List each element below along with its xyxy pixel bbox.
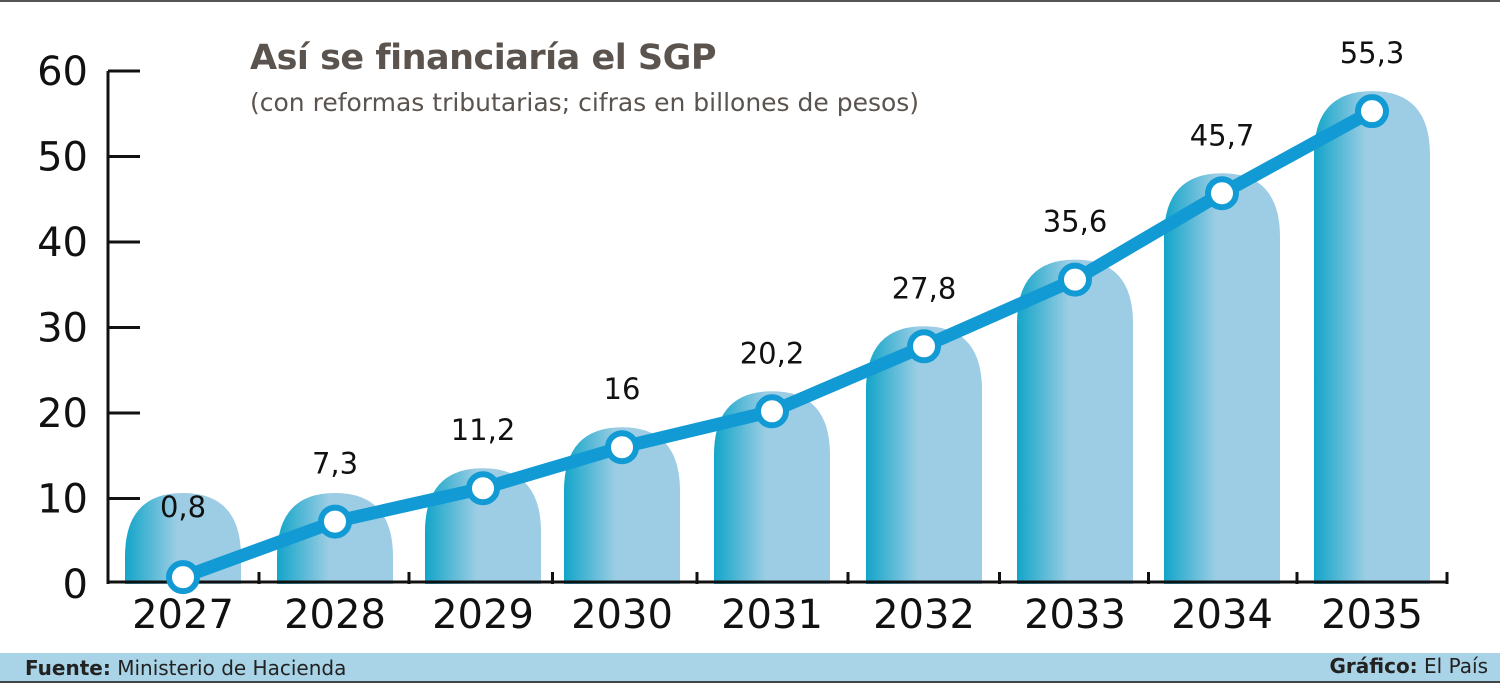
y-tick-label: 10	[37, 477, 88, 523]
x-tick-label: 2033	[1024, 592, 1126, 638]
top-border	[0, 0, 1500, 2]
data-label: 16	[604, 372, 641, 406]
data-point	[166, 560, 200, 595]
source-text: Ministerio de Hacienda	[117, 656, 347, 680]
y-tick-label: 50	[37, 135, 88, 181]
credit-text: El País	[1424, 654, 1488, 678]
data-label: 7,3	[312, 447, 358, 481]
y-tick-label: 20	[37, 391, 88, 437]
data-point	[318, 504, 352, 539]
bar	[1017, 259, 1133, 584]
y-tick-label: 60	[37, 49, 88, 95]
x-tick-label: 2034	[1171, 592, 1273, 638]
x-tick-label: 2028	[284, 592, 386, 638]
x-tick-label: 2031	[721, 592, 823, 638]
data-point	[755, 394, 789, 429]
credit-label: Gráfico:	[1329, 654, 1418, 678]
source-note: Fuente: Ministerio de Hacienda	[25, 656, 346, 680]
data-point	[907, 329, 941, 364]
bar	[1314, 91, 1430, 584]
x-tick-label: 2030	[571, 592, 673, 638]
x-tick-label: 2029	[432, 592, 534, 638]
data-point	[466, 471, 500, 506]
data-label: 55,3	[1340, 36, 1405, 70]
data-label: 35,6	[1043, 205, 1108, 239]
x-tick-label: 2027	[132, 592, 234, 638]
source-label: Fuente:	[25, 656, 111, 680]
data-point	[605, 430, 639, 465]
bar	[714, 391, 830, 584]
y-tick-label: 0	[63, 562, 88, 608]
data-label: 11,2	[451, 413, 516, 447]
data-label: 20,2	[740, 336, 805, 370]
y-tick-label: 40	[37, 220, 88, 266]
footer: Fuente: Ministerio de Hacienda Gráfico: …	[0, 653, 1500, 683]
x-tick-label: 2035	[1321, 592, 1423, 638]
chart-subtitle: (con reformas tributarias; cifras en bil…	[250, 88, 920, 117]
data-label: 0,8	[160, 490, 206, 524]
bar	[564, 427, 680, 584]
bar	[1164, 173, 1280, 584]
data-label: 27,8	[892, 271, 957, 305]
data-point	[1058, 262, 1092, 297]
bar	[866, 326, 982, 584]
y-tick-label: 30	[37, 306, 88, 352]
data-point	[1355, 94, 1389, 129]
data-point	[1205, 176, 1239, 211]
credit-note: Gráfico: El País	[1329, 654, 1488, 678]
x-tick-label: 2032	[873, 592, 975, 638]
chart-title: Así se financiaría el SGP	[250, 38, 716, 78]
data-label: 45,7	[1190, 118, 1255, 152]
